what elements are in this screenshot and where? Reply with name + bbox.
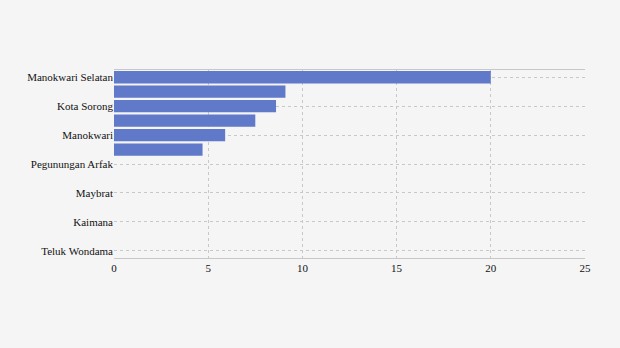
svg-text:Pegunungan Arfak: Pegunungan Arfak xyxy=(31,158,114,170)
svg-text:Maybrat: Maybrat xyxy=(76,187,113,199)
svg-text:Kota Sorong: Kota Sorong xyxy=(57,100,113,112)
svg-text:Manokwari: Manokwari xyxy=(62,129,113,141)
svg-text:Manokwari Selatan: Manokwari Selatan xyxy=(27,71,113,83)
svg-text:20: 20 xyxy=(485,262,497,274)
svg-text:5: 5 xyxy=(205,262,211,274)
svg-text:Teluk Wondama: Teluk Wondama xyxy=(41,245,113,257)
svg-text:10: 10 xyxy=(297,262,309,274)
svg-text:25: 25 xyxy=(580,262,592,274)
svg-text:0: 0 xyxy=(111,262,117,274)
svg-text:15: 15 xyxy=(391,262,403,274)
svg-text:Kaimana: Kaimana xyxy=(73,216,113,228)
